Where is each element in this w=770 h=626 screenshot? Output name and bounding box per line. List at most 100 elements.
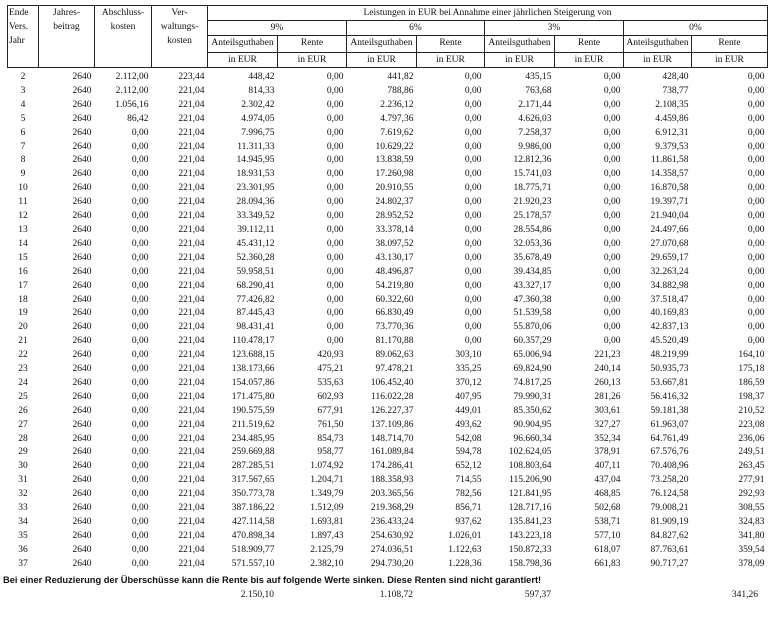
cell-anteil-3: 51.539,58 [513,308,552,319]
cell-abschlusskosten: 0,00 [131,377,149,388]
cell-anteil-6: 54.219,80 [375,280,414,291]
cell-anteil-0: 48.219,99 [650,350,689,361]
cell-verwaltungskosten: 221,04 [178,447,205,458]
cell-anteil-6: 294.730,20 [370,558,414,569]
cell-rente-3: 0,00 [603,211,621,222]
cell-anteil-9: 234.485,95 [231,433,275,444]
header-verwaltungskosten: Ver-waltungs-kosten [151,5,208,68]
header-abschluss-line: Abschluss- [101,8,145,18]
header-rate: 0% [623,20,768,36]
cell-rente-3: 240,14 [594,364,621,375]
cell-abschlusskosten: 0,00 [131,169,149,180]
cell-rente-0: 0,00 [747,99,765,110]
cell-verwaltungskosten: 221,04 [178,85,205,96]
cell-rente-9: 0,00 [326,141,344,152]
cell-rente-0: 292,93 [738,489,765,500]
cell-year: 4 [20,99,26,110]
cell-beitrag: 2640 [72,99,92,110]
table-row: 17 2640 0,00 221,04 68.290,41 0,00 54.219,80 0,… [8,280,768,294]
header-unit: in EUR [554,52,624,68]
cell-anteil-0: 59.181,38 [650,405,689,416]
header-verwaltung-line: kosten [167,36,192,46]
header-leistungen: Leistungen in EUR bei Annahme einer jähr… [207,5,768,21]
table-row: 14 2640 0,00 221,04 45.431,12 0,00 38.097,52 0,… [8,238,768,252]
cell-beitrag: 2640 [72,517,92,527]
cell-anteil-0: 73.258,20 [650,475,689,486]
cell-rente-9: 1.074,92 [310,461,344,472]
cell-rente-3: 0,00 [603,127,621,138]
cell-rente-6: 0,00 [464,336,482,347]
cell-anteil-6: 28.952,52 [375,211,414,222]
header-unit: in EUR [623,52,692,68]
cell-verwaltungskosten: 221,04 [178,419,205,430]
table-body: 2 2640 2.112,00 223,44 448,42 0,00 441,82 0,00 4… [8,68,768,572]
cell-anteil-9: 14.945,95 [236,155,275,166]
cell-rente-3: 0,00 [603,252,621,263]
cell-beitrag: 2640 [72,169,92,180]
cell-rente-9: 0,00 [326,294,344,305]
cell-rente-3: 0,00 [603,238,621,249]
cell-anteil-9: 68.290,41 [236,280,275,291]
header-anteilsguthaben: Anteilsguthaben [484,35,555,53]
cell-year: 30 [18,461,28,472]
cell-anteil-9: 4.974,05 [241,113,275,124]
cell-rente-6: 856,71 [455,503,482,514]
cell-rente-3: 221,23 [594,350,621,361]
cell-rente-6: 0,00 [464,141,482,152]
cell-anteil-3: 60.357,29 [513,336,552,347]
cell-abschlusskosten: 0,00 [131,266,149,277]
cell-rente-0: 0,00 [747,155,765,166]
header-rate: 3% [484,20,624,36]
cell-rente-3: 0,00 [603,308,621,319]
cell-rente-6: 449,01 [455,405,482,416]
cell-anteil-3: 102.624,05 [508,447,552,458]
cell-rente-0: 263,45 [738,461,765,472]
cell-anteil-9: 52.360,28 [236,252,275,263]
cell-rente-6: 652,12 [455,461,482,472]
cell-anteil-3: 12.812,36 [513,155,552,166]
cell-anteil-0: 87.763,61 [650,544,689,555]
cell-beitrag: 2640 [72,322,92,333]
cell-anteil-3: 32.053,36 [513,238,552,249]
cell-abschlusskosten: 0,00 [131,558,149,569]
table-row: 13 2640 0,00 221,04 39.112,11 0,00 33.378,14 0,… [8,224,768,238]
cell-beitrag: 2640 [72,447,92,458]
cell-anteil-6: 60.322,60 [375,294,414,305]
table-row: 25 2640 0,00 221,04 171.475,80 602,93 116.022,… [8,391,768,405]
cell-abschlusskosten: 86,42 [127,113,149,124]
cell-rente-6: 1.122,63 [448,544,482,555]
cell-rente-6: 0,00 [464,127,482,138]
cell-rente-9: 475,21 [317,364,344,375]
cell-anteil-0: 24.497,66 [650,224,689,235]
cell-rente-0: 249,51 [738,447,765,458]
cell-rente-0: 0,00 [747,85,765,96]
header-rente: Rente [691,35,768,53]
cell-anteil-3: 7.258,37 [518,127,552,138]
cell-anteil-6: 38.097,52 [375,238,414,249]
cell-rente-3: 538,71 [594,517,621,527]
cell-beitrag: 2640 [72,141,92,152]
cell-rente-6: 1.228,36 [448,558,482,569]
cell-beitrag: 2640 [72,350,92,361]
cell-rente-9: 1.512,09 [310,503,344,514]
cell-beitrag: 2640 [72,211,92,222]
cell-verwaltungskosten: 221,04 [178,405,205,416]
cell-rente-3: 0,00 [603,280,621,291]
cell-year: 10 [18,183,28,194]
cell-rente-9: 1.897,43 [310,530,344,541]
cell-abschlusskosten: 0,00 [131,530,149,541]
cell-rente-6: 407,95 [455,391,482,402]
cell-rente-0: 0,00 [747,197,765,208]
cell-anteil-3: 158.798,36 [508,558,552,569]
cell-verwaltungskosten: 221,04 [178,197,205,208]
cell-rente-9: 854,73 [317,433,344,444]
cell-anteil-0: 64.761,49 [650,433,689,444]
cell-verwaltungskosten: 221,04 [178,252,205,263]
table-row: 15 2640 0,00 221,04 52.360,28 0,00 43.130,17 0,… [8,252,768,266]
cell-abschlusskosten: 1.056,16 [115,99,149,110]
cell-rente-9: 0,00 [326,72,344,82]
cell-rente-0: 0,00 [747,252,765,263]
cell-verwaltungskosten: 221,04 [178,517,205,527]
cell-verwaltungskosten: 223,44 [178,72,205,82]
cell-verwaltungskosten: 221,04 [178,364,205,375]
